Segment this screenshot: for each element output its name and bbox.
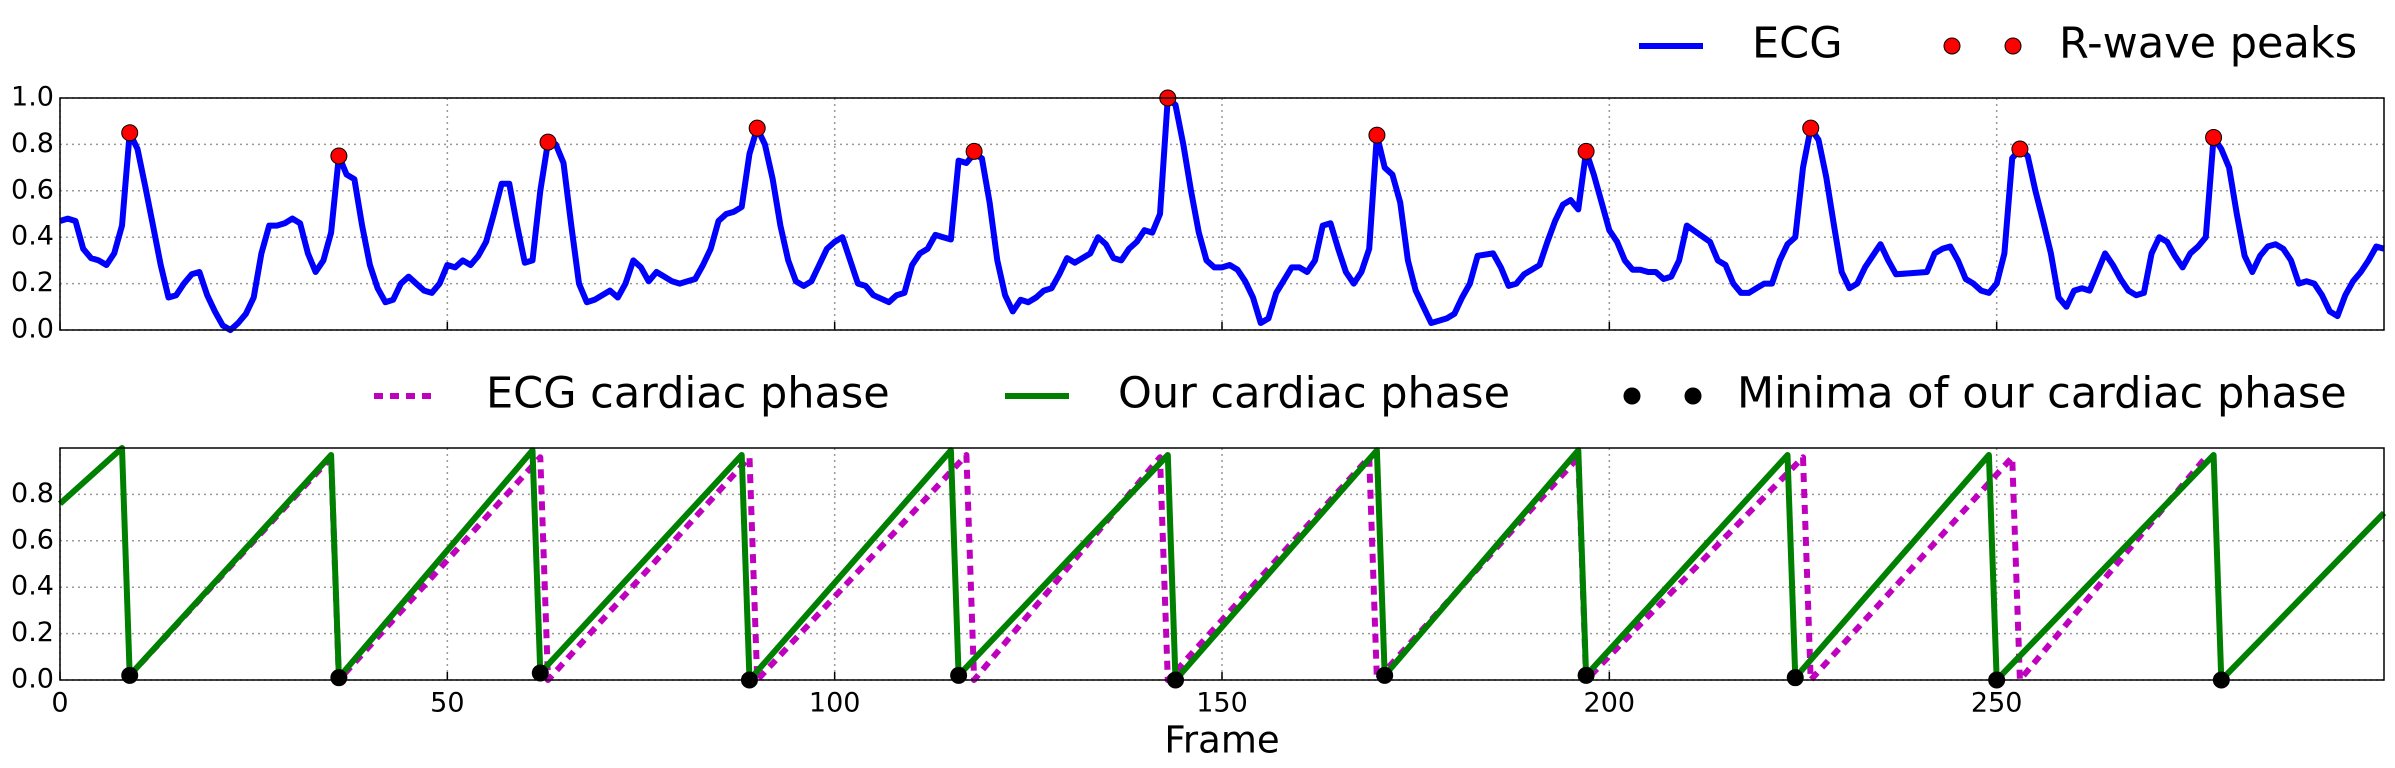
y-tick-label: 0.2 [11,267,54,298]
data-point [2205,128,2223,146]
data-point [330,669,348,687]
x-tick-label: 250 [1971,688,2023,719]
y-tick-label: 0.0 [11,314,54,345]
y-tick-label: 0.8 [11,478,54,509]
data-point [1376,666,1394,684]
y-tick-label: 0.8 [11,128,54,159]
y-tick-label: 1.0 [11,82,54,113]
data-point [121,124,139,142]
data-point [531,664,549,682]
x-tick-label: 200 [1584,688,1636,719]
plot-frame [59,447,2385,681]
data-point [1577,666,1595,684]
legend-label: Our cardiac phase [1118,369,1510,419]
data-point [121,666,139,684]
data-point [2011,140,2029,158]
legend-label: Minima of our cardiac phase [1737,369,2347,419]
x-tick-label: 150 [1196,688,1248,719]
legend-label: ECG [1752,19,1843,69]
legend-label: ECG cardiac phase [486,369,890,419]
data-point [1368,126,1386,144]
legend-marker [1943,37,1961,55]
data-point [539,133,557,151]
data-point [1577,142,1595,160]
data-point [965,142,983,160]
legend-marker [2004,37,2022,55]
series-line [127,452,2209,683]
series-line [57,445,2387,683]
y-tick-label: 0.2 [11,617,54,648]
legend-label: R-wave peaks [2059,19,2357,69]
series-line [59,95,2385,333]
x-tick-label: 50 [430,688,464,719]
x-tick-label: 100 [809,688,861,719]
x-tick-label: 0 [51,688,68,719]
y-tick-label: 0.4 [11,571,54,602]
x-axis-label: Frame [1164,719,1279,762]
y-tick-label: 0.4 [11,221,54,252]
y-tick-label: 0.0 [11,664,54,695]
legend-marker [1623,387,1641,405]
data-point [748,119,766,137]
plot-frame [59,97,2385,331]
data-point [1786,669,1804,687]
y-tick-label: 0.6 [11,174,54,205]
data-point [330,147,348,165]
legend-marker [1684,387,1702,405]
data-point [950,666,968,684]
y-tick-label: 0.6 [11,524,54,555]
data-point [1802,119,1820,137]
